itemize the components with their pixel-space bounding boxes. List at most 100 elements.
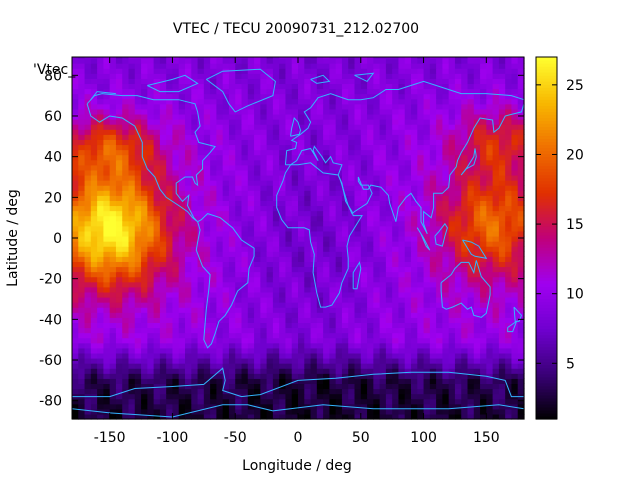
heatmap-cell — [285, 225, 293, 232]
heatmap-cell — [329, 307, 337, 313]
heatmap-cell — [141, 373, 148, 379]
heatmap-cell — [486, 98, 494, 105]
heatmap-cell — [291, 363, 299, 369]
heatmap-cell — [360, 302, 368, 308]
heatmap-cell — [178, 332, 186, 339]
heatmap-cell — [423, 327, 431, 334]
heatmap-cell — [511, 83, 519, 90]
heatmap-cell — [360, 312, 368, 318]
heatmap-cell — [122, 129, 130, 135]
heatmap-cell — [505, 113, 513, 120]
heatmap-cell — [298, 205, 305, 212]
heatmap-cell — [385, 220, 393, 227]
heatmap-cell — [379, 230, 387, 237]
heatmap-cell — [272, 383, 280, 390]
heatmap-cell — [505, 281, 513, 288]
heatmap-cell — [411, 124, 418, 130]
heatmap-cell — [392, 281, 400, 288]
heatmap-cell — [260, 322, 268, 329]
heatmap-cell — [492, 230, 500, 237]
heatmap-cell — [266, 185, 274, 191]
heatmap-cell — [266, 215, 274, 222]
heatmap-cell — [279, 302, 287, 308]
heatmap-cell — [247, 215, 255, 222]
heatmap-cell — [78, 98, 86, 105]
heatmap-cell — [166, 139, 174, 146]
heatmap-cell — [128, 403, 136, 410]
heatmap-cell — [411, 225, 418, 232]
heatmap-cell — [272, 332, 280, 339]
heatmap-cell — [134, 93, 142, 100]
heatmap-cell — [172, 241, 180, 247]
heatmap-cell — [222, 129, 230, 135]
heatmap-cell — [498, 164, 506, 171]
heatmap-cell — [147, 322, 155, 329]
heatmap-cell — [436, 119, 443, 125]
heatmap-cell — [72, 373, 79, 379]
heatmap-cell — [178, 200, 186, 207]
heatmap-cell — [417, 296, 425, 303]
heatmap-cell — [285, 261, 293, 268]
heatmap-cell — [298, 408, 305, 415]
heatmap-cell — [511, 266, 519, 273]
heatmap-cell — [323, 337, 330, 344]
heatmap-cell — [454, 68, 462, 74]
heatmap-cell — [141, 317, 148, 323]
heatmap-cell — [241, 276, 249, 283]
heatmap-cell — [373, 108, 381, 115]
heatmap-cell — [210, 93, 217, 100]
heatmap-cell — [228, 246, 236, 252]
heatmap-cell — [467, 195, 475, 201]
heatmap-cell — [115, 413, 123, 420]
heatmap-cell — [473, 149, 481, 156]
heatmap-cell — [78, 215, 86, 222]
heatmap-cell — [436, 68, 443, 74]
heatmap-cell — [454, 296, 462, 303]
heatmap-cell — [436, 113, 443, 120]
heatmap-cell — [197, 210, 205, 217]
heatmap-cell — [467, 337, 475, 344]
heatmap-cell — [341, 129, 349, 135]
heatmap-cell — [203, 291, 211, 298]
heatmap-cell — [354, 368, 362, 374]
heatmap-cell — [436, 251, 443, 257]
heatmap-cell — [134, 241, 142, 247]
heatmap-cell — [404, 363, 412, 369]
heatmap-cell — [254, 403, 261, 410]
heatmap-cell — [348, 185, 356, 191]
heatmap-cell — [178, 342, 186, 349]
heatmap-cell — [272, 144, 280, 151]
heatmap-cell — [517, 388, 525, 395]
heatmap-cell — [385, 408, 393, 415]
heatmap-cell — [367, 357, 374, 364]
heatmap-cell — [429, 256, 437, 262]
heatmap-cell — [153, 205, 161, 212]
heatmap-cell — [134, 124, 142, 130]
heatmap-cell — [159, 174, 167, 181]
heatmap-cell — [404, 281, 412, 288]
heatmap-cell — [128, 190, 136, 196]
heatmap-cell — [285, 357, 293, 364]
heatmap-cell — [210, 261, 217, 268]
heatmap-cell — [210, 266, 217, 273]
heatmap-cell — [411, 251, 418, 257]
heatmap-cell — [97, 200, 104, 207]
heatmap-cell — [84, 332, 92, 339]
heatmap-cell — [222, 332, 230, 339]
heatmap-cell — [90, 144, 98, 151]
heatmap-cell — [329, 119, 337, 125]
heatmap-cell — [84, 261, 92, 268]
heatmap-cell — [517, 124, 525, 130]
heatmap-cell — [404, 403, 412, 410]
heatmap-cell — [103, 261, 111, 268]
heatmap-cell — [191, 103, 199, 110]
heatmap-cell — [103, 129, 111, 135]
heatmap-cell — [367, 327, 374, 334]
heatmap-cell — [279, 373, 287, 379]
heatmap-cell — [498, 296, 506, 303]
heatmap-cell — [134, 317, 142, 323]
heatmap-cell — [354, 317, 362, 323]
heatmap-cell — [323, 180, 330, 186]
heatmap-cell — [222, 281, 230, 288]
heatmap-cell — [134, 230, 142, 237]
